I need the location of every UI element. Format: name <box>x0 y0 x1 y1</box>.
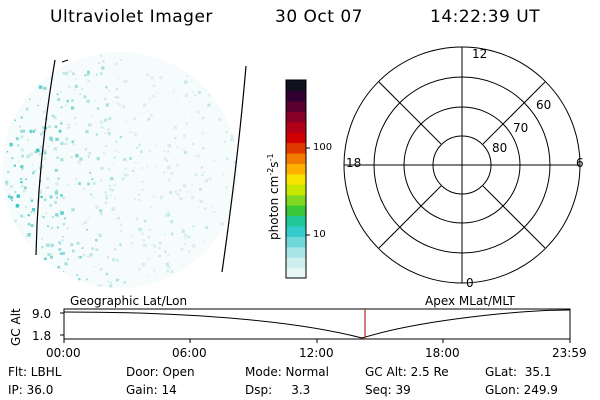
status-gain: Gain: 14 <box>126 383 177 397</box>
timeline-xtick-1800: 18:00 <box>425 346 460 360</box>
colorbar-swatch <box>286 152 306 164</box>
instrument-title: Ultraviolet Imager <box>50 7 213 27</box>
earth-image[interactable] <box>2 52 247 288</box>
colorbar-swatch <box>286 100 306 112</box>
colorbar-swatch <box>286 121 306 133</box>
date-label: 30 Oct 07 <box>275 7 363 27</box>
status-glat: GLat: 35.1 <box>485 365 552 379</box>
status-door: Door: Open <box>126 365 195 379</box>
colorbar-swatch <box>286 184 306 196</box>
colorbar-swatch <box>286 194 306 206</box>
status-seq: Seq: 39 <box>365 383 411 397</box>
timeline-ytick-high: 9.0 <box>32 307 52 321</box>
colorbar-swatch <box>286 267 306 279</box>
lat-label-60: 60 <box>536 98 552 112</box>
status-dsp: Dsp: 3.3 <box>245 383 311 397</box>
mlt-label-6: 6 <box>576 156 584 170</box>
colorbar-tick-100: 100 <box>313 142 333 153</box>
timeline-xtick-1200: 12:00 <box>299 346 334 360</box>
colorbar-swatch <box>286 163 306 175</box>
mlt-label-18: 18 <box>346 156 362 170</box>
colorbar-swatch <box>286 257 306 269</box>
status-ip: IP: 36.0 <box>8 383 54 397</box>
colorbar-swatch <box>286 236 306 248</box>
limb-arc-left <box>35 59 56 256</box>
colorbar-swatch <box>286 80 306 92</box>
status-filter: Flt: LBHL <box>8 365 62 379</box>
time-label: 14:22:39 UT <box>430 7 541 27</box>
colorbar-swatch <box>286 90 306 102</box>
mlt-label-12: 12 <box>472 47 488 61</box>
lat-label-80: 80 <box>492 141 508 155</box>
status-gc-alt: GC Alt: 2.5 Re <box>365 365 449 379</box>
colorbar-swatch <box>286 142 306 154</box>
colorbar-tick-10: 10 <box>313 229 326 240</box>
colorbar-swatch <box>286 111 306 123</box>
status-mode: Mode: Normal <box>245 365 329 379</box>
limb-arc-right <box>221 65 247 273</box>
timeline-xtick-0600: 06:00 <box>172 346 207 360</box>
timeline-xtick-2359: 23:59 <box>552 346 587 360</box>
altitude-timeline[interactable] <box>60 308 571 343</box>
colorbar-swatch <box>286 225 306 237</box>
status-glon: GLon: 249.9 <box>485 383 558 397</box>
timeline-ytick-low: 1.8 <box>32 329 52 343</box>
colorbar-swatch <box>286 205 306 217</box>
timeline-left-title: Geographic Lat/Lon <box>70 294 188 308</box>
timeline-right-title: Apex MLat/MLT <box>425 294 515 308</box>
mlt-label-0: 0 <box>466 276 474 290</box>
colorbar-swatch <box>286 132 306 144</box>
polar-plot[interactable] <box>343 46 581 284</box>
colorbar-swatch <box>286 173 306 185</box>
colorbar <box>285 79 310 279</box>
timeline-xtick-0000: 00:00 <box>46 346 81 360</box>
lat-label-70: 70 <box>513 121 529 135</box>
colorbar-swatch <box>286 246 306 258</box>
timeline-ylabel: GC Alt <box>9 308 23 346</box>
colorbar-axis-label: photon cm-2s-1 <box>266 153 281 240</box>
colorbar-swatch <box>286 215 306 227</box>
